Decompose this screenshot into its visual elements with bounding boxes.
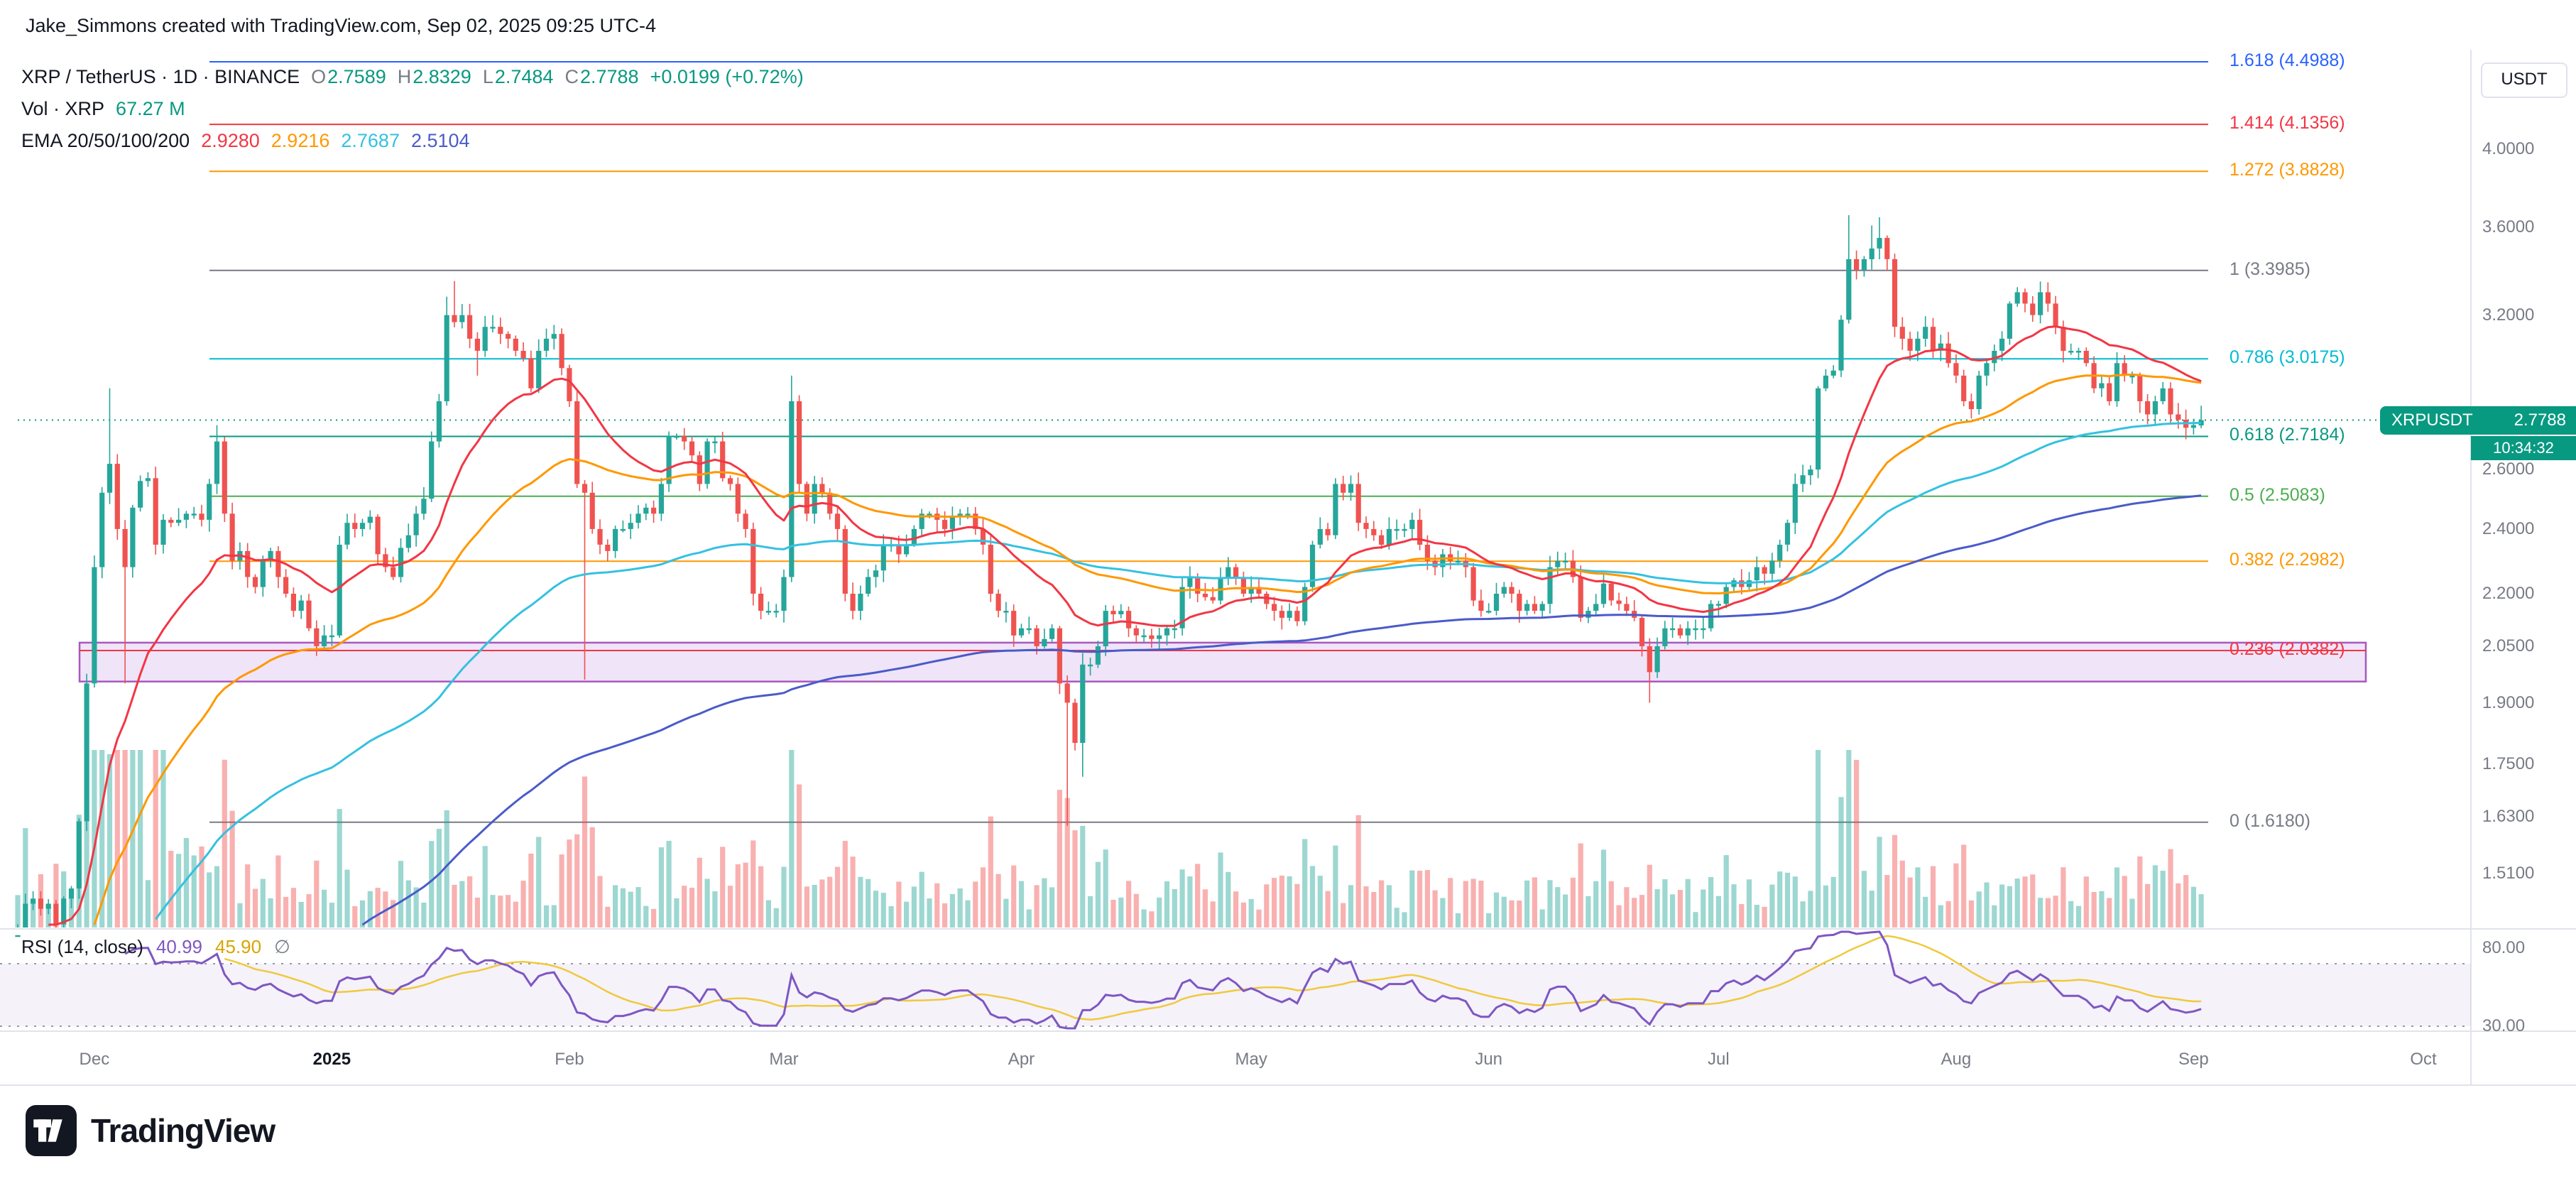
open-value: 2.7589: [327, 66, 386, 87]
ema50-value: 2.9216: [271, 130, 330, 151]
volume-legend-row[interactable]: Vol · XRP 67.27 M: [21, 93, 804, 125]
attribution-text: Jake_Simmons created with TradingView.co…: [26, 15, 656, 36]
ema200-value: 2.5104: [410, 130, 470, 151]
rsi-value: 40.99: [155, 936, 203, 957]
rsi-ma-value: 45.90: [215, 936, 262, 957]
currency-label: USDT: [2501, 70, 2548, 89]
low-label: L: [482, 66, 493, 87]
change-value: +0.0199 (+0.72%): [650, 66, 804, 87]
brand-wordmark[interactable]: TradingView: [91, 1112, 275, 1149]
volume-label: Vol · XRP: [21, 98, 105, 119]
currency-toggle-button[interactable]: USDT: [2481, 62, 2567, 98]
ema20-value: 2.9280: [201, 130, 260, 151]
current-price-badge[interactable]: XRPUSDT 2.7788: [2380, 406, 2576, 435]
symbol-title[interactable]: XRP / TetherUS · 1D · BINANCE: [21, 66, 300, 87]
open-label: O: [311, 66, 327, 87]
chart-canvas[interactable]: [0, 0, 2576, 1094]
volume-value: 67.27 M: [116, 98, 185, 119]
rsi-title: RSI (14, close): [21, 936, 143, 957]
bar-countdown: 10:34:32: [2471, 436, 2576, 460]
tradingview-logo-icon[interactable]: [26, 1105, 77, 1156]
low-value: 2.7484: [494, 66, 554, 87]
attribution-bar: Jake_Simmons created with TradingView.co…: [0, 0, 2576, 50]
high-label: H: [397, 66, 412, 87]
footer: TradingView: [26, 1105, 275, 1156]
badge-price: 2.7788: [2514, 410, 2566, 430]
high-value: 2.8329: [413, 66, 471, 87]
ema-label: EMA 20/50/100/200: [21, 130, 190, 151]
badge-symbol: XRPUSDT: [2391, 410, 2473, 430]
close-label: C: [564, 66, 579, 87]
ema-legend-row[interactable]: EMA 20/50/100/200 2.9280 2.9216 2.7687 2…: [21, 125, 804, 157]
close-value: 2.7788: [579, 66, 639, 87]
rsi-empty-value: ∅: [274, 936, 290, 957]
ema100-value: 2.7687: [341, 130, 400, 151]
rsi-legend-row[interactable]: RSI (14, close) 40.99 45.90 ∅: [21, 936, 290, 958]
